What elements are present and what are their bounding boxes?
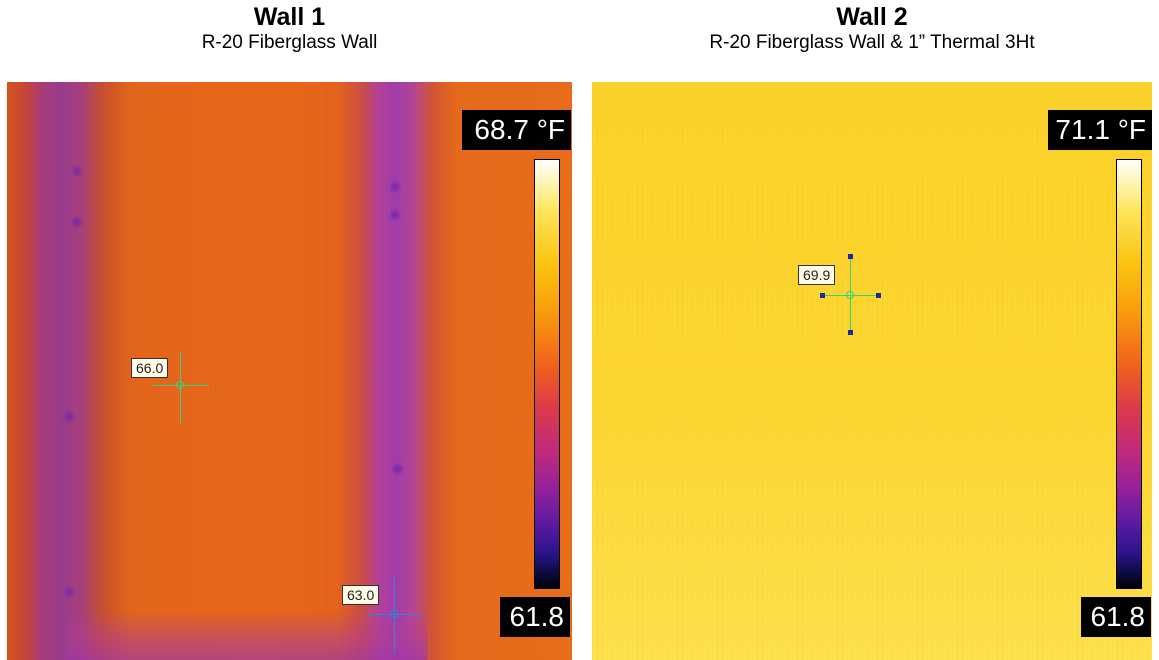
fastener-cold-spot xyxy=(70,215,84,229)
fastener-cold-spot xyxy=(62,585,76,599)
fastener-cold-spot xyxy=(391,462,405,476)
wall-1-subtitle: R-20 Fiberglass Wall xyxy=(201,32,378,53)
fastener-cold-spot xyxy=(62,410,76,424)
temperature-color-scale xyxy=(534,159,560,589)
resize-handle-right[interactable] xyxy=(876,293,881,298)
wall-1-thermal-image: 68.7 °F 61.8 66.0 63.0 xyxy=(7,82,572,660)
resize-handle-bottom[interactable] xyxy=(848,330,853,335)
wall-2-title: Wall 2 xyxy=(836,3,908,31)
wall-2-header: Wall 2 R-20 Fiberglass Wall & 1” Thermal… xyxy=(592,0,1152,54)
fastener-cold-spot xyxy=(388,208,402,222)
fastener-cold-spot xyxy=(70,164,84,178)
bottom-plate-cold-band xyxy=(67,610,427,660)
fastener-cold-spot xyxy=(388,180,402,194)
wall-2-thermal-image: 71.1 °F 61.8 69.9 xyxy=(592,82,1152,660)
wall-2-subtitle: R-20 Fiberglass Wall & 1” Thermal 3Ht xyxy=(709,32,1035,53)
resize-handle-top[interactable] xyxy=(848,254,853,259)
wall-1-title: Wall 1 xyxy=(253,3,326,31)
spot-temperature-label: 63.0 xyxy=(342,585,380,605)
crosshair-center xyxy=(390,610,398,618)
resize-handle-left[interactable] xyxy=(820,293,825,298)
scale-max-temperature: 71.1 °F xyxy=(1048,110,1152,150)
spot-temperature-label: 66.0 xyxy=(131,358,169,378)
crosshair-center xyxy=(176,381,184,389)
crosshair-center xyxy=(846,291,854,299)
scale-min-temperature: 61.8 xyxy=(1081,597,1151,637)
scale-max-temperature: 68.7 °F xyxy=(462,110,571,150)
wall-1-header: Wall 1 R-20 Fiberglass Wall xyxy=(7,0,572,54)
temperature-color-scale xyxy=(1116,159,1142,589)
spot-temperature-label: 69.9 xyxy=(798,265,836,285)
scale-min-temperature: 61.8 xyxy=(500,597,570,637)
